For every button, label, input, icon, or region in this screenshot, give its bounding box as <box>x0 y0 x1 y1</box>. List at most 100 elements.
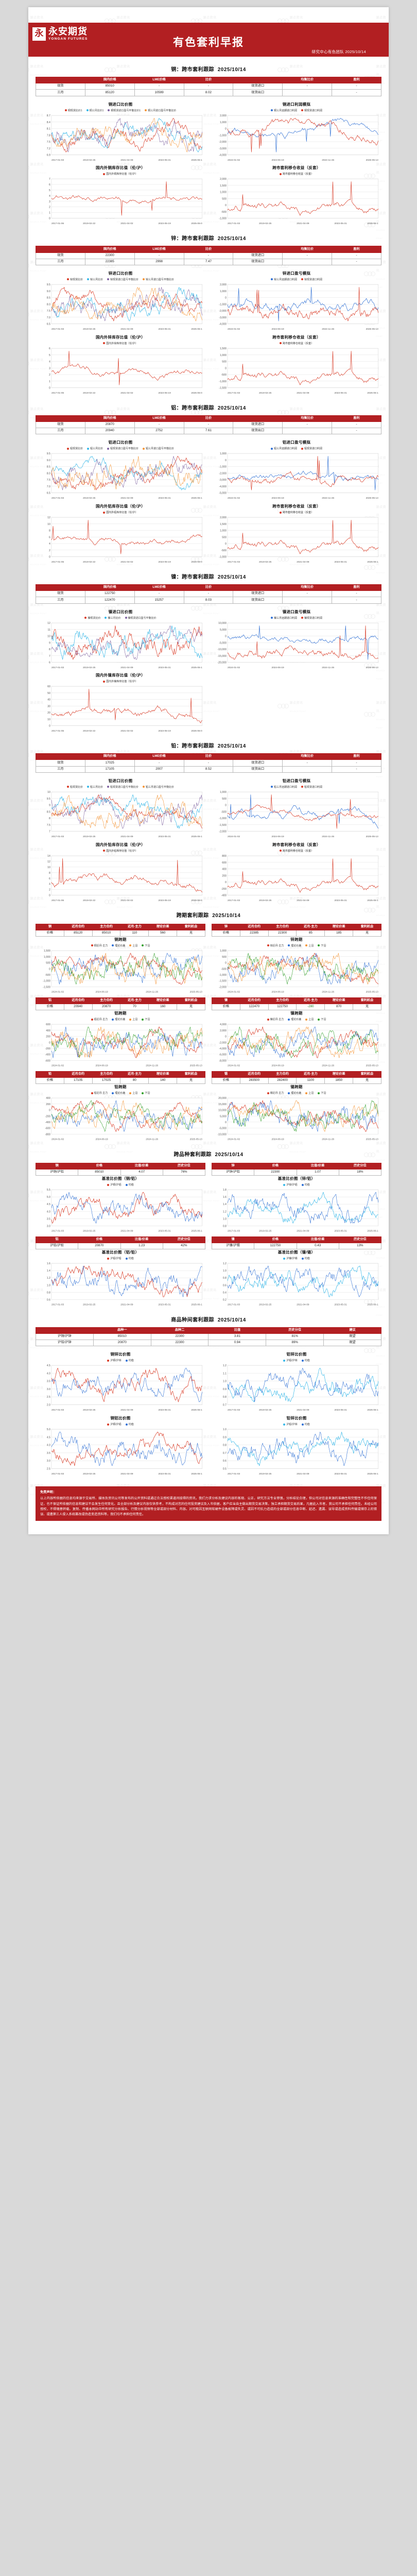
svg-text:-1,000: -1,000 <box>219 134 227 137</box>
table-cell: 122470 <box>84 597 135 604</box>
chart-card: 基准比价图（铝/铅） 沪铝/沪铅 均值 1.6 1.4 1.2 1.0 0.8 0.6 20… <box>36 1249 205 1307</box>
svg-text:10: 10 <box>47 635 50 638</box>
svg-text:4.5: 4.5 <box>47 1365 50 1368</box>
legend-color-dot <box>279 850 282 852</box>
svg-text:9.5: 9.5 <box>47 283 50 286</box>
chart-legend-item: 跨市套利移仓收益（反套） <box>279 849 314 853</box>
chart-card: 跨市套利移仓收益（反套） 跨市套利移仓收益（反套） 2,000 1,500 1,00… <box>212 165 381 226</box>
legend-label: 镍现货比价 <box>88 616 101 620</box>
svg-text:-10,000: -10,000 <box>217 648 227 651</box>
table-cell: 沪铜/沪锌 <box>36 1333 94 1341</box>
table-cell: 价格 <box>36 1003 64 1011</box>
table-header-cell: 近月-主力 <box>296 997 325 1004</box>
svg-text:2024-01-02: 2024-01-02 <box>228 835 240 838</box>
svg-text:-1,000: -1,000 <box>219 817 227 820</box>
svg-text:2017-01-06: 2017-01-06 <box>51 561 64 564</box>
data-table: 铜近月合约 主力合约 近月-主力 理论价差 套利机会 价格 85120 85010 110 56… <box>36 923 205 937</box>
legend-label: 铅近月-主力 <box>94 1092 108 1095</box>
svg-text:2017-01-03: 2017-01-03 <box>51 666 64 669</box>
chart-card: 锌进口盈亏模拟 锌三月远期进口利润 锌现货进口利润 2,000 1,000 0 -1,… <box>212 270 381 331</box>
legend-color-dot <box>112 944 114 947</box>
legend-color-dot <box>301 1423 304 1426</box>
table-cell: - <box>332 421 381 429</box>
svg-text:2024-06-19: 2024-06-19 <box>95 991 108 994</box>
svg-text:2,000: 2,000 <box>220 178 227 181</box>
table-cell: 无 <box>177 929 205 937</box>
chart-legend-item: 沪镍/沪锡 <box>283 1257 298 1260</box>
svg-text:-500: -500 <box>45 974 50 977</box>
table-cell: 20940 <box>63 1003 93 1011</box>
legend-label: 理论价差 <box>115 944 126 947</box>
chart-legend-item: 下沿 <box>318 944 326 947</box>
table-header-cell: 历史分位 <box>338 1236 382 1244</box>
svg-text:1,500: 1,500 <box>44 950 50 953</box>
table-cell: 22300 <box>150 1340 209 1347</box>
brand-logo: 永 永安期货 YONGAN FUTURES <box>28 23 88 41</box>
legend-color-dot <box>142 1092 144 1094</box>
legend-color-dot <box>267 944 269 947</box>
legend-label: 铝现货进口盈亏平衡比价 <box>110 447 139 451</box>
svg-text:2019-02-25: 2019-02-25 <box>259 561 272 564</box>
chart-plot: 1,0000-1,000-2,000-3,000-4,000-5,0002024… <box>219 452 378 500</box>
svg-text:0.9: 0.9 <box>223 1388 227 1391</box>
svg-text:-5,000: -5,000 <box>219 641 227 645</box>
svg-text:7.5: 7.5 <box>47 310 50 313</box>
chart-legend-item: 跨市套利移仓收益（反套） <box>279 342 314 345</box>
chart-legend-item: 沪锌/沪铝 <box>283 1183 298 1187</box>
chart-legend: 沪铅/沪锌 均值 <box>212 1422 381 1426</box>
svg-text:-200: -200 <box>221 887 227 890</box>
table-cell: 现货进口 <box>233 421 283 429</box>
svg-text:2017-01-03: 2017-01-03 <box>228 222 240 225</box>
chart-card: 锌进口比价图 锌现货比价 锌三月比价 锌现货进口盈亏平衡比价 锌三月进口盈亏平衡… <box>36 270 205 331</box>
legend-color-dot <box>270 617 273 619</box>
chart-legend: 镍现货比价 镍三月比价 镍现货进口盈亏平衡比价 <box>36 616 205 620</box>
svg-text:2017-01-03: 2017-01-03 <box>228 392 240 395</box>
table-cell: 三月 <box>36 597 85 604</box>
table-cell: 560 <box>148 929 178 937</box>
legend-color-dot <box>66 278 69 281</box>
svg-text:2019-02-25: 2019-02-25 <box>259 1230 272 1233</box>
table-cell: - <box>282 421 333 429</box>
table-header-cell <box>36 415 85 422</box>
legend-color-dot <box>64 109 67 112</box>
table-header-cell: 近月合约 <box>239 923 269 930</box>
legend-color-dot <box>143 447 145 450</box>
chart-card: 基准比价图（铜/铝） 沪铜/沪铝 均值 5.5 5.0 4.5 4.0 3.5 3.0 20… <box>36 1176 205 1233</box>
svg-text:3.0: 3.0 <box>47 1460 50 1463</box>
svg-text:2025-06-1: 2025-06-1 <box>191 1230 202 1233</box>
svg-text:0.2: 0.2 <box>223 1299 227 1302</box>
legend-color-dot <box>318 1018 320 1021</box>
table-header-cell: 锌 <box>211 1162 255 1170</box>
chart-legend-item: 铅现货比价 <box>66 785 83 789</box>
svg-text:1.4: 1.4 <box>47 1269 50 1273</box>
svg-text:2023-05-31: 2023-05-31 <box>158 158 171 161</box>
chart-legend-item: 均值 <box>125 1422 134 1426</box>
svg-text:2019-02-25: 2019-02-25 <box>259 899 272 902</box>
svg-text:2023-05-31: 2023-05-31 <box>158 1472 171 1476</box>
chart-grid: 镍进口比价图 镍现货比价 镍三月比价 镍现货进口盈亏平衡比价 12 11 10 9 8 7… <box>36 609 381 734</box>
table-row: 三月 85120 10599 8.02 现货出口 - <box>36 89 381 96</box>
legend-color-dot <box>142 944 144 947</box>
legend-label: 铅三月比价 <box>90 785 103 789</box>
table-header-cell: 品种二 <box>150 1327 209 1334</box>
table-cell: 1.07 <box>296 1168 339 1176</box>
svg-text:5,000: 5,000 <box>220 628 227 631</box>
table-row: 价格 22385 22300 85 185 无 <box>212 929 381 937</box>
table-cell: 17025 <box>92 1077 121 1084</box>
svg-text:2025-05-13: 2025-05-13 <box>190 991 203 994</box>
svg-text:-1,500: -1,500 <box>219 824 227 827</box>
legend-label: 理论价差 <box>115 1018 126 1021</box>
chart-legend-item: 铝三月比价 <box>86 447 103 450</box>
legend-label: 理论价差 <box>291 944 302 947</box>
chart-title: 铜进口比价图 <box>108 101 133 107</box>
svg-text:2,000: 2,000 <box>220 516 227 519</box>
table-cell: 22385 <box>239 929 269 937</box>
svg-text:0: 0 <box>225 543 227 546</box>
legend-color-dot <box>107 1359 110 1362</box>
svg-text:500: 500 <box>222 198 227 201</box>
table-header-cell: 盈利 <box>332 753 381 760</box>
svg-text:2025-05-13: 2025-05-13 <box>366 666 379 669</box>
svg-text:6: 6 <box>49 536 50 539</box>
legend-color-dot <box>270 278 273 281</box>
